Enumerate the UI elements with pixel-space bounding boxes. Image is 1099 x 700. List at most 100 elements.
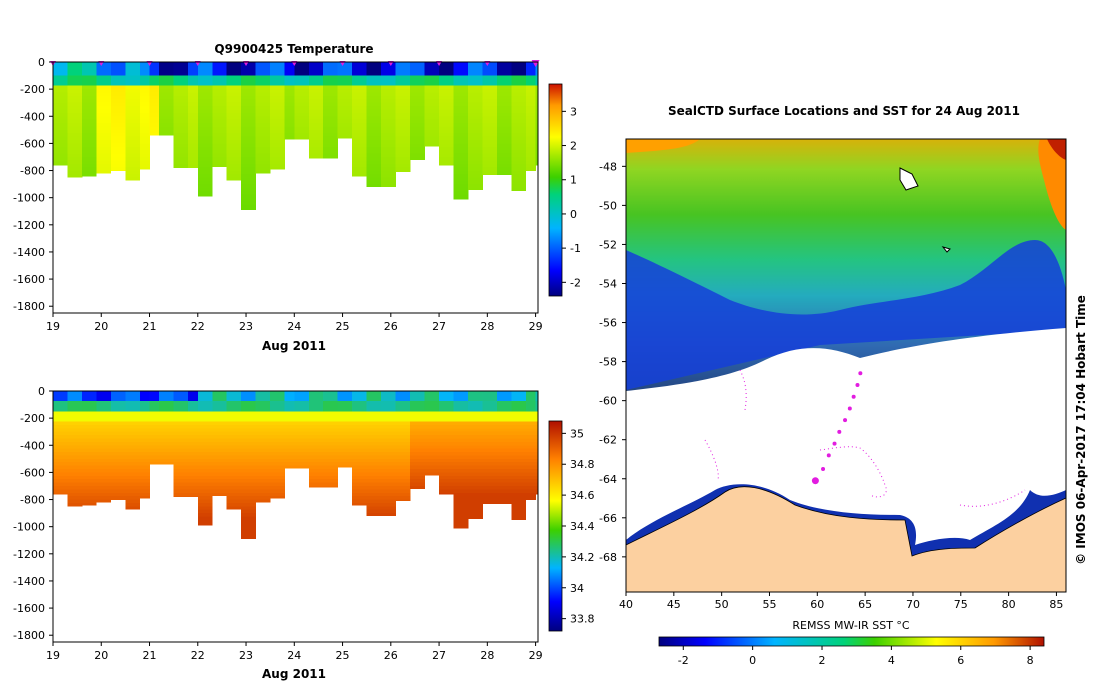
section-cell bbox=[53, 62, 68, 66]
section-cell bbox=[53, 99, 68, 104]
section-cell bbox=[67, 170, 83, 175]
section-cell bbox=[149, 68, 160, 73]
section-cell bbox=[308, 119, 324, 124]
section-cell bbox=[337, 458, 353, 463]
section-cell bbox=[453, 418, 469, 422]
section-cell bbox=[125, 465, 141, 470]
section-cell bbox=[173, 394, 189, 399]
section-cell bbox=[496, 418, 512, 422]
section-cell bbox=[511, 92, 527, 97]
section-cell bbox=[67, 160, 83, 165]
section-cell bbox=[496, 126, 512, 131]
section-cell bbox=[424, 75, 440, 80]
section-cell bbox=[81, 414, 97, 419]
section-cell bbox=[212, 445, 228, 449]
section-cell bbox=[139, 448, 150, 453]
section-cell bbox=[294, 95, 310, 100]
section-cell bbox=[294, 99, 310, 104]
section-cell bbox=[270, 72, 285, 76]
section-cell bbox=[53, 123, 68, 127]
section-cell bbox=[366, 404, 382, 409]
section-cell bbox=[308, 475, 324, 480]
map-x-axis: 40 45 50 55 60 65 70 75 80 85 bbox=[619, 592, 1063, 611]
colorbar-tick-label: -2 bbox=[570, 276, 581, 289]
section-cell bbox=[366, 509, 382, 514]
section-cell bbox=[81, 435, 97, 439]
section-cell bbox=[482, 62, 498, 66]
section-cell bbox=[535, 404, 539, 409]
section-cell bbox=[159, 89, 174, 93]
section-cell bbox=[535, 156, 539, 161]
section-cell bbox=[337, 92, 353, 97]
section-cell bbox=[255, 75, 271, 80]
section-cell bbox=[241, 106, 256, 110]
section-cell bbox=[226, 475, 242, 480]
section-cell bbox=[496, 452, 512, 456]
section-cell bbox=[366, 421, 382, 426]
section-cell bbox=[366, 458, 382, 463]
section-cell bbox=[197, 513, 213, 517]
section-cell bbox=[410, 133, 425, 137]
section-cell bbox=[525, 116, 536, 120]
section-cell bbox=[149, 441, 160, 446]
section-cell bbox=[255, 455, 271, 460]
section-cell bbox=[110, 428, 126, 433]
section-cell bbox=[439, 99, 454, 104]
section-cell bbox=[525, 82, 536, 87]
section-cell bbox=[294, 72, 310, 76]
section-cell bbox=[525, 489, 536, 494]
section-cell bbox=[212, 65, 228, 70]
section-cell bbox=[53, 452, 68, 456]
section-cell bbox=[139, 123, 150, 127]
section-cell bbox=[212, 143, 228, 148]
section-cell bbox=[241, 177, 256, 182]
section-cell bbox=[81, 109, 97, 114]
section-cell bbox=[53, 109, 68, 114]
section-cell bbox=[468, 102, 483, 107]
section-cell bbox=[525, 72, 536, 76]
section-cell bbox=[294, 462, 310, 466]
section-cell bbox=[323, 448, 339, 453]
section-cell bbox=[511, 499, 527, 504]
section-cell bbox=[395, 404, 411, 409]
x-tick-label: 29 bbox=[529, 649, 543, 662]
section-cell bbox=[424, 126, 440, 131]
section-cell bbox=[67, 394, 83, 399]
section-cell bbox=[395, 136, 411, 141]
section-cell bbox=[67, 89, 83, 93]
section-cell bbox=[395, 99, 411, 104]
section-cell bbox=[337, 112, 353, 117]
section-cell bbox=[110, 163, 126, 168]
section-cell bbox=[366, 68, 382, 73]
section-cell bbox=[439, 150, 454, 154]
section-cell bbox=[482, 72, 498, 76]
section-cell bbox=[96, 95, 112, 100]
section-cell bbox=[468, 438, 483, 443]
section-cell bbox=[241, 62, 256, 66]
section-cell bbox=[125, 475, 141, 480]
section-cell bbox=[511, 177, 527, 182]
sst-colorbar-tick-label: 6 bbox=[957, 654, 964, 667]
section-cell bbox=[197, 170, 213, 175]
section-cell bbox=[188, 482, 199, 487]
section-cell bbox=[496, 146, 512, 151]
section-cell bbox=[241, 112, 256, 117]
section-cell bbox=[535, 82, 539, 87]
section-cell bbox=[53, 475, 68, 480]
section-cell bbox=[294, 418, 310, 422]
section-cell bbox=[482, 116, 498, 120]
section-cell bbox=[352, 499, 367, 504]
section-cell bbox=[284, 438, 295, 443]
section-cell bbox=[197, 89, 213, 93]
section-cell bbox=[226, 489, 242, 494]
section-cell bbox=[439, 414, 454, 419]
section-cell bbox=[241, 496, 256, 500]
hot-patch-northeast bbox=[1047, 139, 1066, 160]
section-cell bbox=[308, 448, 324, 453]
track-point bbox=[855, 383, 860, 388]
section-cell bbox=[294, 62, 310, 66]
section-cell bbox=[535, 438, 539, 443]
section-cell bbox=[173, 458, 189, 463]
section-cell bbox=[468, 448, 483, 453]
section-cell bbox=[453, 106, 469, 110]
